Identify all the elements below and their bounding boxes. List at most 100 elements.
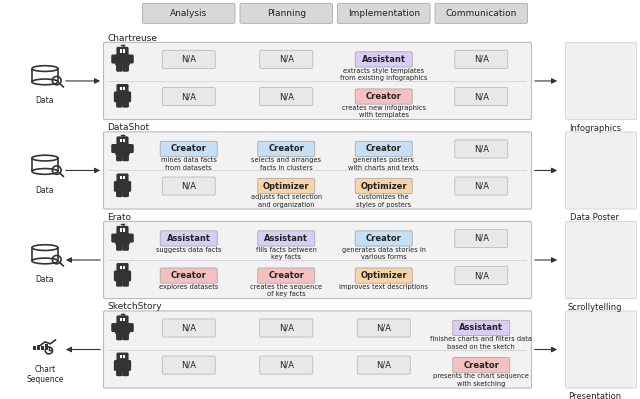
Text: N/A: N/A	[474, 182, 489, 191]
FancyBboxPatch shape	[160, 268, 217, 283]
FancyBboxPatch shape	[116, 153, 123, 161]
FancyBboxPatch shape	[455, 177, 508, 195]
Text: N/A: N/A	[181, 361, 196, 369]
Text: N/A: N/A	[181, 324, 196, 332]
FancyBboxPatch shape	[240, 3, 333, 23]
FancyBboxPatch shape	[116, 63, 123, 72]
Text: Data: Data	[36, 96, 54, 105]
Text: generates posters: generates posters	[353, 157, 414, 163]
FancyBboxPatch shape	[163, 319, 215, 337]
Text: Communication: Communication	[445, 9, 517, 18]
Text: Creator: Creator	[171, 271, 207, 280]
FancyBboxPatch shape	[115, 233, 130, 245]
FancyBboxPatch shape	[258, 268, 315, 283]
Bar	[37, 345, 40, 350]
FancyBboxPatch shape	[163, 50, 215, 69]
FancyBboxPatch shape	[258, 141, 315, 156]
Text: Assistant: Assistant	[460, 324, 503, 332]
FancyBboxPatch shape	[357, 356, 410, 374]
Text: Data: Data	[36, 186, 54, 195]
Text: N/A: N/A	[181, 182, 196, 191]
FancyBboxPatch shape	[114, 360, 131, 371]
Text: of key facts: of key facts	[267, 291, 305, 297]
FancyBboxPatch shape	[114, 91, 131, 102]
FancyBboxPatch shape	[127, 233, 134, 243]
Text: Optimizer: Optimizer	[263, 182, 310, 191]
FancyBboxPatch shape	[355, 268, 412, 283]
Text: Assistant: Assistant	[362, 55, 406, 64]
Text: Chart
Sequence: Chart Sequence	[26, 365, 64, 384]
Text: Data Poster: Data Poster	[570, 213, 620, 222]
Text: N/A: N/A	[474, 234, 489, 243]
FancyBboxPatch shape	[455, 50, 508, 69]
FancyBboxPatch shape	[115, 144, 130, 155]
Text: DataShot: DataShot	[107, 123, 149, 132]
Text: Presentation: Presentation	[568, 392, 621, 399]
FancyBboxPatch shape	[127, 55, 134, 63]
Text: N/A: N/A	[181, 55, 196, 64]
FancyBboxPatch shape	[111, 55, 118, 63]
Text: key facts: key facts	[271, 254, 301, 260]
Text: N/A: N/A	[474, 55, 489, 64]
FancyBboxPatch shape	[455, 140, 508, 158]
Text: with sketching: with sketching	[457, 381, 506, 387]
FancyBboxPatch shape	[258, 178, 315, 194]
FancyBboxPatch shape	[355, 89, 412, 104]
FancyBboxPatch shape	[122, 100, 129, 108]
FancyBboxPatch shape	[355, 178, 412, 194]
FancyBboxPatch shape	[260, 87, 313, 106]
FancyBboxPatch shape	[566, 42, 637, 120]
Bar	[41, 346, 44, 350]
Text: Chartreuse: Chartreuse	[107, 34, 157, 43]
FancyBboxPatch shape	[566, 221, 637, 298]
FancyBboxPatch shape	[122, 63, 129, 72]
FancyBboxPatch shape	[260, 50, 313, 69]
Text: Infographics: Infographics	[569, 124, 621, 133]
FancyBboxPatch shape	[116, 368, 123, 376]
Text: finishes charts and filters data: finishes charts and filters data	[430, 336, 532, 342]
FancyBboxPatch shape	[114, 271, 131, 281]
Bar	[33, 346, 36, 350]
Text: from datasets: from datasets	[165, 165, 212, 171]
Text: N/A: N/A	[376, 361, 391, 369]
FancyBboxPatch shape	[455, 229, 508, 247]
Text: Erato: Erato	[107, 213, 131, 221]
FancyBboxPatch shape	[116, 136, 129, 146]
FancyBboxPatch shape	[116, 263, 129, 273]
Text: N/A: N/A	[474, 271, 489, 280]
Text: N/A: N/A	[181, 92, 196, 101]
Text: N/A: N/A	[474, 144, 489, 154]
FancyBboxPatch shape	[111, 144, 118, 153]
Text: fills facts between: fills facts between	[256, 247, 317, 253]
Text: Data: Data	[36, 275, 54, 284]
FancyBboxPatch shape	[115, 323, 130, 334]
FancyBboxPatch shape	[122, 190, 129, 197]
Text: from existing infographics: from existing infographics	[340, 75, 428, 81]
FancyBboxPatch shape	[111, 323, 118, 332]
Text: facts in clusters: facts in clusters	[260, 165, 312, 171]
Text: and organization: and organization	[258, 202, 314, 208]
FancyBboxPatch shape	[116, 190, 123, 197]
Text: adjusts fact selection: adjusts fact selection	[251, 194, 322, 200]
FancyBboxPatch shape	[116, 174, 129, 183]
Text: Optimizer: Optimizer	[360, 271, 407, 280]
Text: various forms: various forms	[361, 254, 406, 260]
Text: selects and arranges: selects and arranges	[252, 157, 321, 163]
FancyBboxPatch shape	[357, 319, 410, 337]
FancyBboxPatch shape	[355, 141, 412, 156]
FancyBboxPatch shape	[160, 231, 217, 246]
FancyBboxPatch shape	[104, 132, 531, 209]
Text: Implementation: Implementation	[348, 9, 420, 18]
FancyBboxPatch shape	[122, 332, 129, 340]
Text: generates data stories in: generates data stories in	[342, 247, 426, 253]
Text: Planning: Planning	[267, 9, 306, 18]
FancyBboxPatch shape	[111, 233, 118, 243]
FancyBboxPatch shape	[355, 52, 412, 67]
Text: N/A: N/A	[474, 92, 489, 101]
FancyBboxPatch shape	[455, 87, 508, 106]
FancyBboxPatch shape	[114, 181, 131, 192]
Text: based on the sketch: based on the sketch	[447, 344, 515, 350]
FancyBboxPatch shape	[104, 311, 531, 388]
FancyBboxPatch shape	[260, 319, 313, 337]
FancyBboxPatch shape	[435, 3, 527, 23]
